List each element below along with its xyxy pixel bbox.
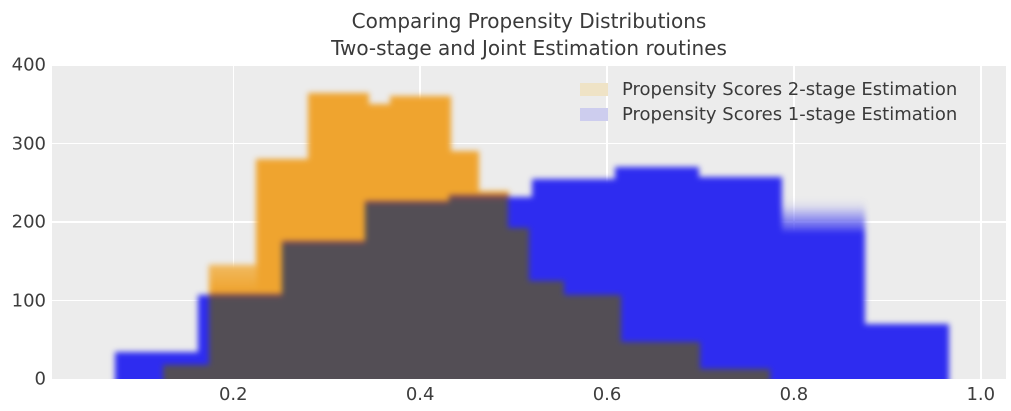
y-tick-label: 100 [11, 290, 46, 311]
y-tick-label: 0 [34, 368, 46, 390]
histogram-overlap-bar [478, 196, 510, 379]
histogram-bar-1stage [614, 167, 622, 295]
histogram-bar-1stage [528, 196, 533, 281]
x-tick-label: 0.8 [779, 384, 809, 405]
histogram-soft-cap [781, 200, 865, 234]
legend: Propensity Scores 2-stage Estimation Prop… [580, 77, 957, 127]
histogram-overlap-edge [365, 200, 370, 205]
histogram-overlap-bar [389, 202, 450, 379]
histogram-overlap-edge [478, 195, 510, 199]
histogram-overlap-bar [528, 278, 533, 379]
histogram-overlap-bar [564, 292, 616, 379]
histogram-bar-2stage [389, 96, 450, 205]
histogram-overlap-bar [531, 278, 566, 379]
histogram-overlap-bar [449, 196, 480, 379]
chart-title: Comparing Propensity Distributions Two-s… [52, 8, 1006, 62]
x-tick-label: 1.0 [966, 384, 996, 405]
histogram-bar-1stage [864, 324, 949, 379]
histogram-overlap-bar [508, 225, 530, 379]
y-tick-label: 300 [11, 133, 46, 154]
chart-title-line2: Two-stage and Joint Estimation routines [331, 36, 727, 60]
histogram-bar-1stage [198, 295, 211, 366]
histogram-overlap-bar [198, 363, 211, 379]
histogram-overlap-bar [614, 292, 622, 379]
x-tick-label: 0.4 [405, 384, 435, 405]
histogram-bar-2stage [478, 190, 510, 199]
histogram-overlap-edge [368, 200, 391, 205]
histogram-bar-2stage [448, 96, 451, 199]
histogram-overlap-edge [449, 195, 480, 199]
histogram-overlap-bar [307, 242, 367, 379]
histogram-bars [52, 65, 1006, 379]
histogram-bar-2stage [256, 159, 284, 297]
histogram-bar-1stage [564, 178, 616, 295]
gridline-horizontal [52, 142, 1006, 145]
legend-label: Propensity Scores 1-stage Estimation [622, 104, 958, 125]
gridline-vertical [980, 65, 982, 379]
histogram-bar-1stage [781, 230, 866, 379]
histogram-overlap-edge [256, 293, 284, 297]
legend-swatch [580, 108, 608, 121]
histogram-bar-2stage [365, 93, 370, 205]
histogram-layer [52, 65, 1006, 379]
histogram-overlap-edge [307, 240, 367, 245]
histogram-soft-cap [209, 262, 257, 292]
x-tick-label: 0.2 [218, 384, 248, 405]
histogram-bar-1stage [699, 177, 772, 370]
histogram-bar-2stage [307, 93, 367, 245]
histogram-bar-2stage [282, 159, 309, 245]
gridline-horizontal [52, 64, 1006, 66]
histogram-bar-1stage [531, 178, 566, 281]
gridline-vertical [232, 65, 235, 379]
legend-label: Propensity Scores 2-stage Estimation [622, 79, 958, 100]
histogram-bar-2stage [368, 104, 391, 205]
histogram-overlap-bar [368, 202, 391, 379]
chart-title-line1: Comparing Propensity Distributions [351, 9, 707, 33]
histogram-bar-1stage [620, 167, 700, 342]
histogram-overlap-bar [209, 295, 258, 379]
y-tick-label: 400 [11, 54, 46, 76]
legend-item: Propensity Scores 2-stage Estimation [580, 77, 957, 102]
histogram-bar-1stage [698, 177, 701, 342]
histogram-overlap-bar [162, 363, 200, 379]
histogram-overlap-edge [389, 200, 450, 205]
histogram-overlap-bar [365, 202, 370, 379]
histogram-overlap-edge [282, 240, 309, 245]
x-tick-label: 0.6 [592, 384, 622, 405]
histogram-bar-1stage [162, 351, 200, 366]
histogram-bar-1stage [508, 196, 530, 228]
histogram-bar-1stage [770, 177, 783, 379]
histogram-bar-2stage [449, 151, 480, 199]
histogram-overlap-bar [698, 339, 701, 379]
histogram-overlap-bar [699, 367, 772, 379]
plot-area: Propensity Scores 2-stage Estimation Prop… [52, 64, 1006, 379]
x-axis-tick-labels: 0.2 0.4 0.6 0.8 1.0 [0, 384, 1011, 408]
y-tick-label: 200 [11, 211, 46, 233]
y-axis-tick-labels: 0 100 200 300 400 [0, 0, 46, 411]
histogram-bar-1stage [115, 351, 164, 379]
histogram-overlap-bar [256, 295, 284, 379]
histogram-overlap-edge [209, 293, 258, 297]
histogram-overlap-bar [620, 339, 700, 379]
histogram-overlap-bar [282, 242, 309, 379]
legend-item: Propensity Scores 1-stage Estimation [580, 102, 957, 127]
legend-swatch [580, 83, 608, 96]
